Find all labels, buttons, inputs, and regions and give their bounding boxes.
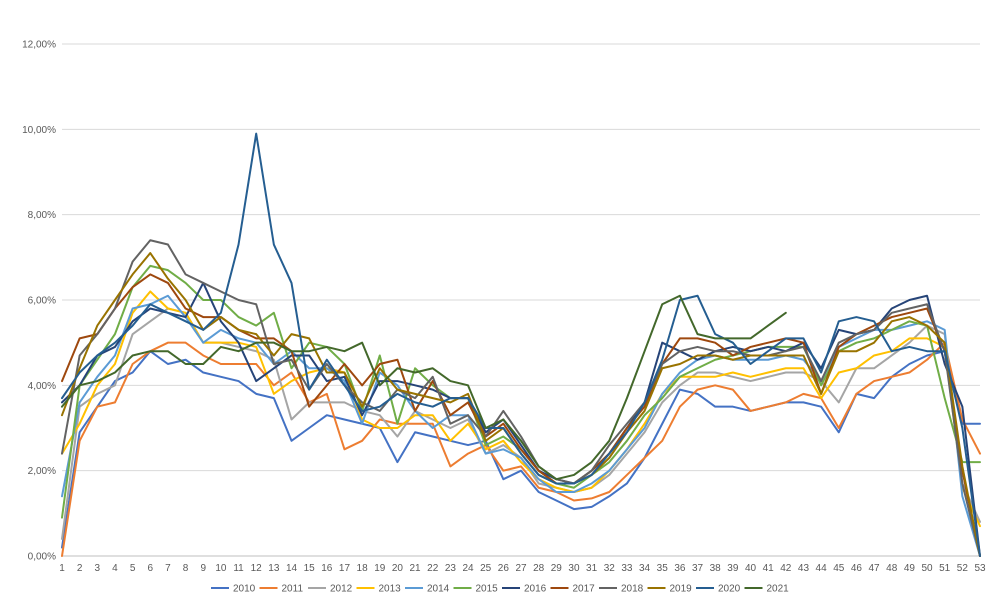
series-lines: [61, 132, 981, 557]
legend-label: 2019: [670, 584, 693, 595]
x-tick-label: 32: [604, 563, 616, 574]
x-tick-label: 51: [939, 563, 951, 574]
x-tick-label: 9: [200, 563, 206, 574]
series-line-2017: [61, 273, 981, 557]
gridlines: [62, 43, 980, 557]
legend-label: 2017: [573, 584, 596, 595]
x-tick-label: 24: [462, 563, 474, 574]
legend-item-2021: 2021: [744, 584, 790, 595]
y-tick-label: 12,00%: [22, 40, 56, 51]
series-line-2011: [61, 341, 981, 557]
x-tick-label: 33: [621, 563, 633, 574]
x-tick-label: 36: [674, 563, 686, 574]
x-tick-label: 21: [410, 563, 422, 574]
x-tick-label: 38: [710, 563, 722, 574]
x-tick-label: 53: [974, 563, 986, 574]
x-tick-label: 30: [568, 563, 580, 574]
y-tick-label: 0,00%: [28, 552, 56, 563]
y-tick-label: 2,00%: [28, 466, 56, 477]
x-tick-label: 23: [445, 563, 457, 574]
legend-item-2020: 2020: [696, 584, 741, 595]
x-tick-label: 44: [816, 563, 828, 574]
series-line-2010: [61, 350, 981, 549]
x-tick-label: 26: [498, 563, 510, 574]
series-line-2015: [61, 264, 981, 519]
x-tick-label: 11: [233, 563, 244, 574]
series-line-2021: [61, 294, 787, 481]
x-tick-label: 12: [251, 563, 263, 574]
x-tick-label: 46: [851, 563, 863, 574]
legend-item-2016: 2016: [502, 584, 547, 595]
x-tick-label: 45: [833, 563, 845, 574]
legend-label: 2021: [767, 584, 790, 595]
legend-label: 2020: [718, 584, 741, 595]
x-tick-label: 50: [921, 563, 933, 574]
x-tick-label: 39: [727, 563, 739, 574]
legend-label: 2013: [379, 584, 402, 595]
x-tick-label: 37: [692, 563, 704, 574]
axes: 0,00%2,00%4,00%6,00%8,00%10,00%12,00%1 2 3…: [22, 40, 986, 575]
series-line-2018: [61, 239, 981, 557]
legend-label: 2018: [621, 584, 644, 595]
x-tick-label: 3: [95, 563, 101, 574]
legend-item-2013: 2013: [356, 584, 402, 595]
x-tick-label: 6: [147, 563, 153, 574]
y-tick-label: 4,00%: [28, 381, 56, 392]
x-tick-label: 48: [886, 563, 898, 574]
x-tick-label: 13: [268, 563, 280, 574]
x-tick-label: 20: [392, 563, 404, 574]
x-tick-label: 19: [374, 563, 386, 574]
x-tick-label: 8: [183, 563, 189, 574]
x-tick-label: 47: [869, 563, 881, 574]
x-tick-label: 29: [551, 563, 563, 574]
y-tick-label: 10,00%: [22, 125, 56, 136]
legend: 2010 2011 2012 2013 2014 2015 2016 2017 2018 2019…: [211, 584, 789, 595]
x-tick-label: 2: [77, 563, 83, 574]
x-tick-label: 22: [427, 563, 439, 574]
series-line-2019: [61, 252, 981, 557]
x-tick-label: 43: [798, 563, 810, 574]
series-line-2020: [61, 132, 981, 557]
x-tick-label: 1: [59, 563, 65, 574]
legend-item-2019: 2019: [647, 584, 693, 595]
x-tick-label: 28: [533, 563, 545, 574]
legend-item-2018: 2018: [599, 584, 644, 595]
x-tick-label: 41: [763, 563, 775, 574]
legend-label: 2011: [282, 584, 304, 595]
x-tick-label: 15: [304, 563, 316, 574]
x-tick-label: 5: [130, 563, 136, 574]
legend-item-2010: 2010: [211, 584, 256, 595]
legend-item-2011: 2011: [259, 584, 304, 595]
x-tick-label: 35: [657, 563, 669, 574]
legend-label: 2016: [524, 584, 547, 595]
legend-label: 2014: [427, 584, 450, 595]
x-tick-label: 31: [586, 563, 598, 574]
x-tick-label: 49: [904, 563, 916, 574]
legend-item-2012: 2012: [308, 584, 353, 595]
legend-item-2017: 2017: [550, 584, 596, 595]
x-tick-label: 40: [745, 563, 757, 574]
x-tick-label: 7: [165, 563, 171, 574]
x-tick-label: 27: [515, 563, 527, 574]
x-tick-label: 4: [112, 563, 118, 574]
x-tick-label: 10: [215, 563, 227, 574]
x-tick-label: 52: [957, 563, 969, 574]
series-line-2013: [61, 290, 981, 528]
x-tick-label: 42: [780, 563, 792, 574]
legend-item-2015: 2015: [453, 584, 499, 595]
legend-item-2014: 2014: [405, 584, 450, 595]
legend-label: 2012: [330, 584, 353, 595]
x-tick-label: 16: [321, 563, 333, 574]
y-tick-label: 6,00%: [28, 296, 56, 307]
x-tick-label: 14: [286, 563, 298, 574]
legend-label: 2010: [233, 584, 256, 595]
y-tick-label: 8,00%: [28, 210, 56, 221]
x-tick-label: 18: [357, 563, 369, 574]
legend-label: 2015: [476, 584, 499, 595]
x-tick-label: 25: [480, 563, 492, 574]
x-tick-label: 17: [339, 563, 351, 574]
x-tick-label: 34: [639, 563, 651, 574]
